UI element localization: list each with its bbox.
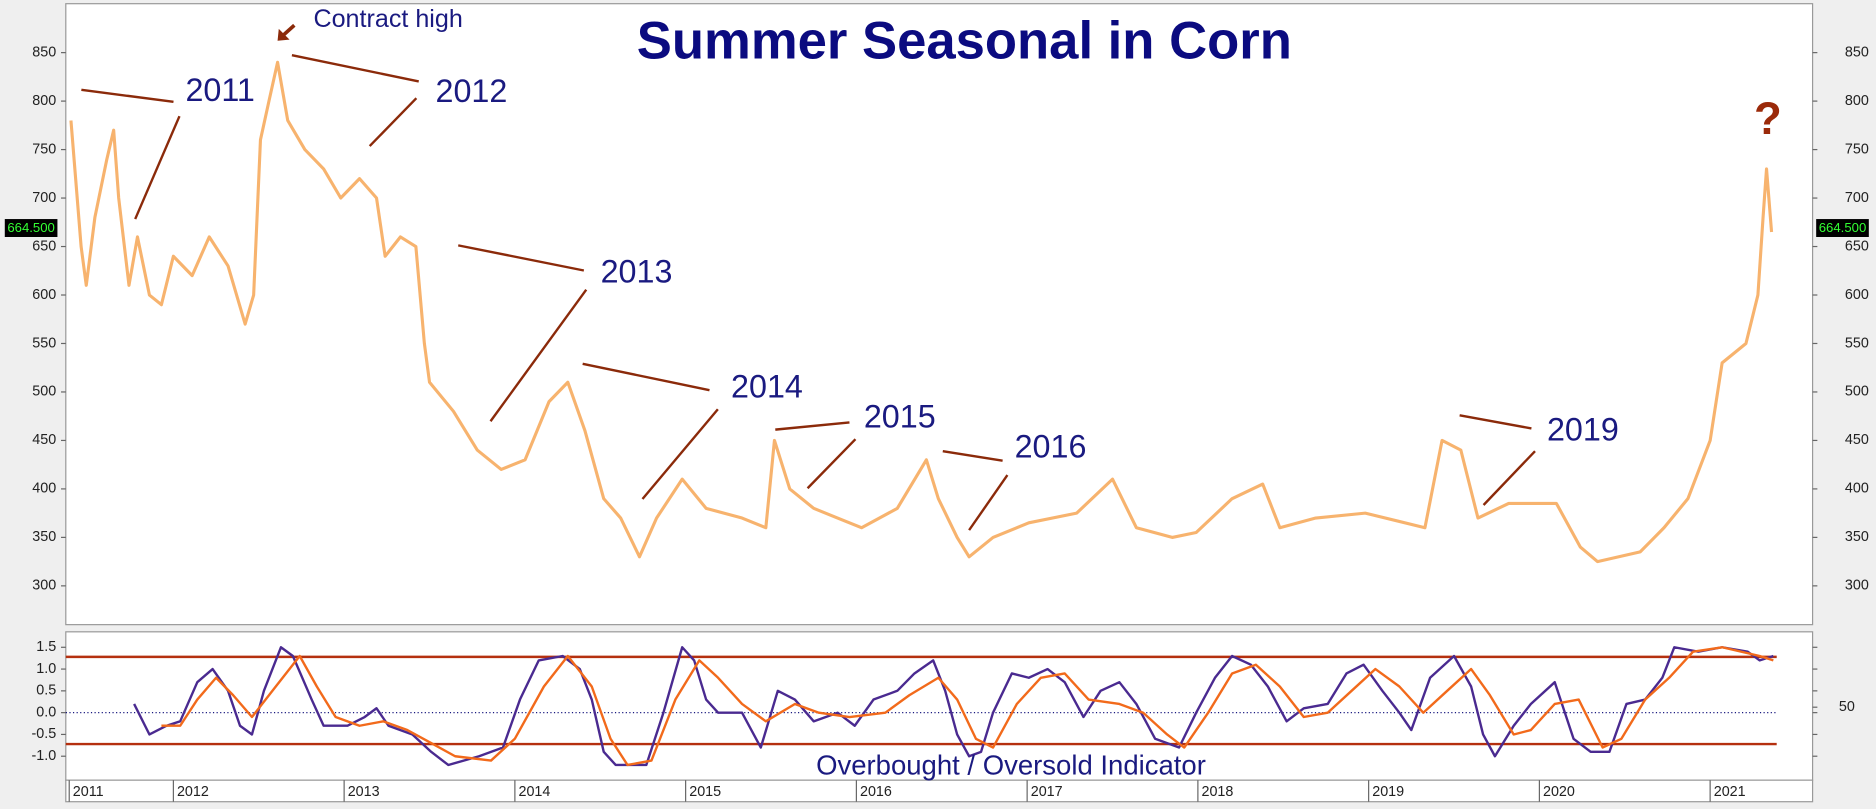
leader-line bbox=[457, 244, 585, 272]
leader-line bbox=[775, 421, 850, 431]
y-tick-label-right: 600 bbox=[1845, 287, 1869, 303]
y-tick-label: 300 bbox=[32, 578, 56, 594]
y-tick-label-right: 300 bbox=[1845, 578, 1869, 594]
series-line bbox=[161, 646, 1774, 767]
leader-line bbox=[582, 362, 710, 392]
x-tick-label: 2014 bbox=[518, 784, 550, 800]
annotation: 2012 bbox=[436, 73, 508, 109]
leader-line bbox=[1459, 414, 1532, 430]
x-tick-label: 2013 bbox=[348, 784, 380, 800]
x-tick-label: 2012 bbox=[177, 784, 209, 800]
x-tick-label: 2021 bbox=[1714, 784, 1746, 800]
y-tick-label: 600 bbox=[32, 287, 56, 303]
chart-title: Summer Seasonal in Corn bbox=[637, 11, 1292, 70]
x-tick-label: 2017 bbox=[1031, 784, 1063, 800]
annotation: 2014 bbox=[731, 368, 803, 404]
y-tick-label: 1.5 bbox=[36, 639, 56, 655]
leader-line bbox=[942, 449, 1003, 462]
y-tick-label-right: 450 bbox=[1845, 432, 1869, 448]
x-tick-label: 2018 bbox=[1201, 784, 1233, 800]
x-axis-strip bbox=[65, 779, 1814, 803]
y-tick-label: 700 bbox=[32, 190, 56, 206]
y-tick-label-right: 500 bbox=[1845, 384, 1869, 400]
y-tick-label: 650 bbox=[32, 238, 56, 254]
price-tag-box bbox=[4, 219, 58, 237]
x-tick-label: 2016 bbox=[860, 784, 892, 800]
annotation: 2019 bbox=[1547, 412, 1619, 448]
y-tick-label: 0.5 bbox=[36, 683, 56, 699]
y-tick-label-right: 400 bbox=[1845, 481, 1869, 497]
series-line bbox=[133, 646, 1774, 767]
price-tag-box bbox=[1816, 219, 1869, 237]
annotation: 2011 bbox=[185, 72, 254, 108]
leader-line bbox=[641, 408, 719, 500]
y-tick-label-right: 650 bbox=[1845, 238, 1869, 254]
y-tick-label: 350 bbox=[32, 529, 56, 545]
y-tick-label: 800 bbox=[32, 93, 56, 109]
leader-line bbox=[489, 288, 588, 422]
x-tick-label: 2015 bbox=[689, 784, 721, 800]
x-tick-label: 2020 bbox=[1543, 784, 1575, 800]
y2-tick-label: 50 bbox=[1839, 699, 1855, 715]
y-tick-label: 500 bbox=[32, 384, 56, 400]
y-tick-label: -1.0 bbox=[32, 748, 57, 764]
y-tick-label-right: 800 bbox=[1845, 93, 1869, 109]
annotation: 2013 bbox=[601, 254, 673, 290]
y-tick-label: 400 bbox=[32, 481, 56, 497]
y-tick-label-right: 700 bbox=[1845, 190, 1869, 206]
leader-line bbox=[1482, 450, 1536, 506]
y-tick-label-right: 350 bbox=[1845, 529, 1869, 545]
price-tag: 664.500 bbox=[1819, 220, 1867, 235]
annotation: 2015 bbox=[864, 398, 936, 434]
leader-line bbox=[134, 115, 181, 220]
arrow-head bbox=[277, 28, 290, 41]
y-tick-label: 0.0 bbox=[36, 704, 56, 720]
y-tick-label: 850 bbox=[32, 44, 56, 60]
annotation: 2016 bbox=[1015, 428, 1087, 464]
leader-line bbox=[806, 438, 857, 490]
y-tick-label-right: 750 bbox=[1845, 141, 1869, 157]
price-panel bbox=[65, 3, 1814, 626]
y-tick-label: 450 bbox=[32, 432, 56, 448]
y-tick-label: -0.5 bbox=[32, 726, 57, 742]
x-tick-label: 2019 bbox=[1372, 784, 1404, 800]
series-line bbox=[69, 60, 1774, 564]
y-tick-label: 750 bbox=[32, 141, 56, 157]
price-tag: 664.500 bbox=[7, 220, 55, 235]
y-tick-label: 1.0 bbox=[36, 661, 56, 677]
y-tick-label-right: 850 bbox=[1845, 44, 1869, 60]
leader-line bbox=[291, 53, 419, 83]
x-tick-label: 2011 bbox=[73, 784, 104, 800]
annotation: Contract high bbox=[313, 5, 462, 33]
arrow-shaft bbox=[281, 23, 296, 38]
leader-line bbox=[968, 474, 1009, 531]
indicator-title: Overbought / Oversold Indicator bbox=[816, 749, 1206, 780]
y-tick-label: 550 bbox=[32, 335, 56, 351]
y-tick-label-right: 550 bbox=[1845, 335, 1869, 351]
leader-line bbox=[368, 97, 418, 147]
annotation: ? bbox=[1754, 93, 1782, 144]
leader-line bbox=[81, 88, 174, 103]
